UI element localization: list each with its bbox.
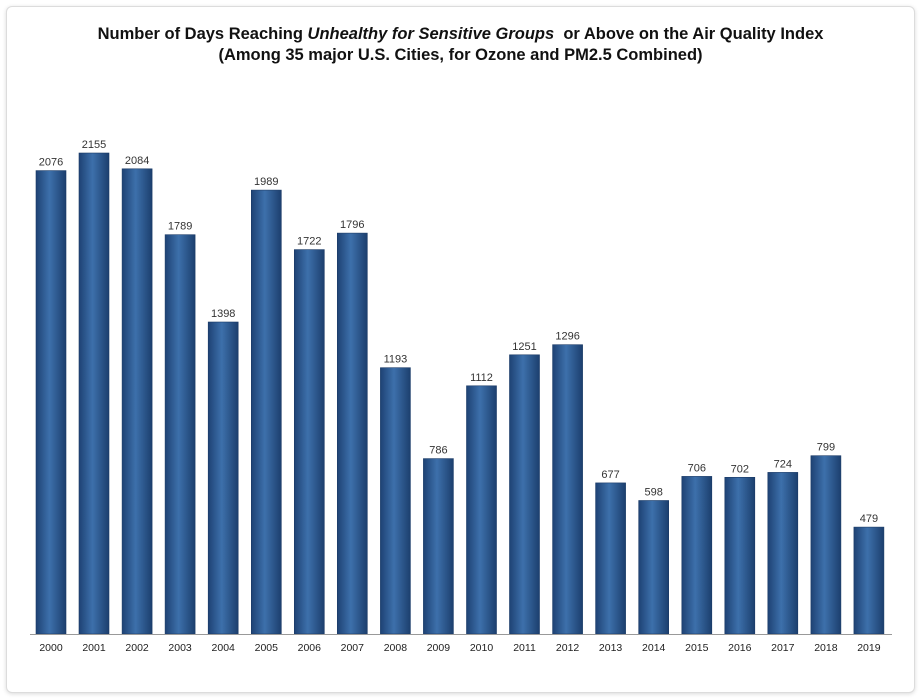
bar-2014: [638, 500, 670, 635]
data-label-2010: 1112: [470, 372, 493, 384]
x-tick-label-2014: 2014: [642, 642, 666, 654]
data-label-2007: 1796: [340, 219, 364, 231]
data-label-2015: 706: [688, 462, 706, 474]
bar-2017: [767, 472, 799, 635]
chart-title-line1: Number of Days Reaching Unhealthy for Se…: [97, 25, 824, 43]
x-tick-label-2013: 2013: [599, 642, 623, 654]
bar-2015: [681, 476, 713, 635]
bar-2006: [293, 249, 325, 635]
chart-title: Number of Days Reaching Unhealthy for Se…: [0, 24, 921, 66]
bar-2009: [423, 458, 454, 635]
x-tick-label-2006: 2006: [298, 642, 322, 654]
bar-2012: [552, 344, 583, 635]
bar-2007: [336, 232, 368, 635]
data-label-2013: 677: [601, 469, 619, 481]
bar-2019: [853, 526, 885, 635]
data-label-2006: 1722: [297, 236, 321, 248]
x-tick-label-2005: 2005: [255, 642, 279, 654]
x-tick-label-2018: 2018: [814, 642, 838, 654]
x-tick-label-2008: 2008: [384, 642, 408, 654]
bar-2010: [466, 385, 497, 635]
chart-title-line2: (Among 35 major U.S. Cities, for Ozone a…: [218, 46, 703, 64]
x-tick-label-2019: 2019: [857, 642, 881, 654]
x-tick-label-2002: 2002: [125, 642, 149, 654]
bar-2005: [251, 189, 282, 635]
x-tick-label-2016: 2016: [728, 642, 752, 654]
data-label-2001: 2155: [82, 139, 106, 151]
data-label-2019: 479: [860, 513, 878, 525]
x-tick-label-2009: 2009: [427, 642, 451, 654]
x-tick-label-2001: 2001: [82, 642, 106, 654]
data-label-2016: 702: [731, 463, 749, 475]
data-label-2014: 598: [645, 487, 663, 499]
chart-frame: [6, 6, 915, 693]
x-tick-label-2015: 2015: [685, 642, 709, 654]
x-tick-label-2011: 2011: [513, 642, 536, 654]
x-tick-label-2012: 2012: [556, 642, 580, 654]
x-tick-label-2017: 2017: [771, 642, 795, 654]
bar-2003: [164, 234, 196, 635]
bar-2004: [207, 321, 239, 635]
data-label-2004: 1398: [211, 308, 235, 320]
x-tick-label-2007: 2007: [341, 642, 365, 654]
data-label-2011: 1251: [512, 341, 536, 353]
x-tick-label-2010: 2010: [470, 642, 494, 654]
x-tick-label-2003: 2003: [168, 642, 192, 654]
chart-title-italic: Unhealthy for Sensitive Groups: [307, 25, 555, 43]
data-label-2018: 799: [817, 442, 835, 454]
bar-2008: [380, 367, 411, 635]
data-label-2000: 2076: [39, 157, 63, 169]
bar-2018: [810, 455, 842, 635]
data-label-2017: 724: [774, 458, 792, 470]
x-tick-label-2004: 2004: [212, 642, 236, 654]
bar-2013: [595, 482, 626, 635]
bar-2001: [78, 152, 110, 635]
data-label-2003: 1789: [168, 221, 192, 233]
data-label-2005: 1989: [254, 176, 278, 188]
x-tick-label-2000: 2000: [39, 642, 63, 654]
data-label-2008: 1193: [384, 354, 408, 366]
bar-2000: [35, 170, 67, 635]
bar-2016: [724, 476, 756, 635]
data-label-2002: 2084: [125, 155, 149, 167]
bar-2002: [121, 168, 153, 635]
bar-2011: [509, 354, 540, 635]
data-label-2012: 1296: [555, 331, 579, 343]
data-label-2009: 786: [429, 445, 447, 457]
